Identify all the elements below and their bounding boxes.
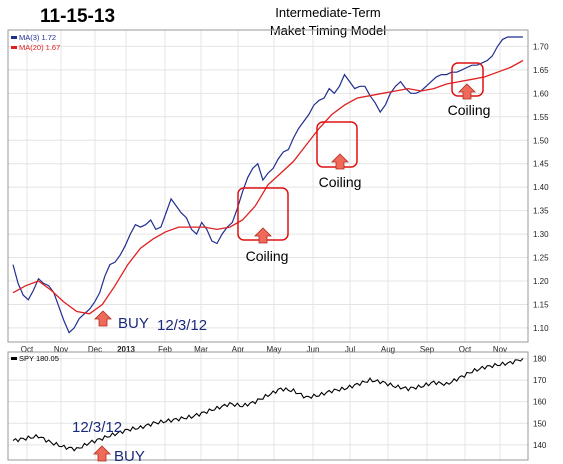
ma20-line (12, 59, 524, 315)
main-series (12, 36, 524, 334)
coiling-label: Coiling (246, 248, 289, 264)
legend-swatch (11, 46, 17, 49)
x-tick-label: Jul (345, 345, 355, 354)
buy-label: BUY (118, 315, 149, 332)
x-tick-label: 2013 (117, 345, 135, 354)
x-tick-label: Aug (381, 345, 395, 354)
y-tick-label: 1.50 (533, 136, 549, 145)
main-grid (8, 30, 528, 342)
up-arrow-icon (458, 83, 476, 100)
lower-y-tick-label: 180 (533, 354, 547, 363)
lower-grid (8, 352, 528, 460)
lower-annotations: 12/3/12 BUY (72, 419, 145, 464)
main-frame (7, 29, 529, 343)
coiling-label: Coiling (448, 102, 491, 118)
legend-swatch (11, 36, 17, 39)
chart-date: 11-15-13 (40, 6, 115, 27)
y-tick-label: 1.15 (533, 300, 549, 309)
up-arrow-icon (93, 445, 111, 462)
y-tick-label: 1.30 (533, 230, 549, 239)
legend-label: SPY 180.05 (19, 354, 59, 363)
x-tick-label: Sep (420, 345, 435, 354)
buy-date-label: 12/3/12 (157, 317, 207, 334)
coiling-boxes (237, 62, 484, 241)
lower-series (12, 358, 524, 452)
y-tick-label: 1.10 (533, 324, 549, 333)
x-tick-label: May (266, 345, 281, 354)
legend-swatch (11, 357, 17, 360)
up-arrow-icon (254, 227, 272, 244)
main-x-axis: Oct Nov Dec 2013 Feb Mar Apr May Jun Jul Aug Sep Oct… (21, 345, 507, 354)
coiling-label: Coiling (319, 174, 362, 190)
lower-y-axis: 180 170 160 150 140 (533, 354, 547, 449)
lower-legend: SPY 180.05 (11, 354, 59, 363)
legend-label: MA(3) 1.72 (19, 33, 56, 42)
lower-y-tick-label: 150 (533, 419, 547, 428)
main-y-axis: 1.70 1.65 1.60 1.55 1.50 1.45 1.40 1.35 1.30 1.25… (533, 42, 549, 333)
up-arrow-icon (94, 310, 112, 327)
y-tick-label: 1.70 (533, 42, 549, 51)
x-tick-label: Nov (493, 345, 507, 354)
y-tick-label: 1.25 (533, 254, 549, 263)
x-tick-label: Apr (232, 345, 245, 354)
chart-title-line1: Intermediate-Term (275, 5, 380, 20)
up-arrow-icon (331, 153, 349, 170)
y-tick-label: 1.60 (533, 89, 549, 98)
lower-y-tick-label: 160 (533, 398, 547, 407)
y-tick-label: 1.35 (533, 207, 549, 216)
x-tick-label: Feb (158, 345, 172, 354)
x-tick-label: Mar (194, 345, 208, 354)
spy-date-label: 12/3/12 (72, 419, 122, 436)
y-tick-label: 1.40 (533, 183, 549, 192)
spy-line (12, 358, 524, 452)
y-tick-label: 1.45 (533, 160, 549, 169)
x-tick-label: Oct (21, 345, 34, 354)
spy-buy-label: BUY (114, 448, 145, 464)
y-tick-label: 1.20 (533, 277, 549, 286)
x-tick-label: Jun (307, 345, 320, 354)
x-tick-label: Nov (54, 345, 68, 354)
legend-label: MA(20) 1.67 (19, 43, 60, 52)
y-tick-label: 1.65 (533, 66, 549, 75)
x-tick-label: Oct (459, 345, 472, 354)
lower-panel: 180 170 160 150 140 12/3/12 BUY SPY 180.05 (7, 351, 547, 464)
lower-y-tick-label: 140 (533, 441, 547, 450)
x-tick-label: Dec (88, 345, 102, 354)
main-panel: 1.70 1.65 1.60 1.55 1.50 1.45 1.40 1.35 1.30 1.25… (7, 29, 549, 354)
main-annotations: Coiling Coiling Coiling BUY 12/3/12 (94, 83, 491, 334)
ma3-line (12, 36, 523, 334)
lower-y-tick-label: 170 (533, 376, 547, 385)
lower-frame (7, 351, 529, 461)
y-tick-label: 1.55 (533, 113, 549, 122)
